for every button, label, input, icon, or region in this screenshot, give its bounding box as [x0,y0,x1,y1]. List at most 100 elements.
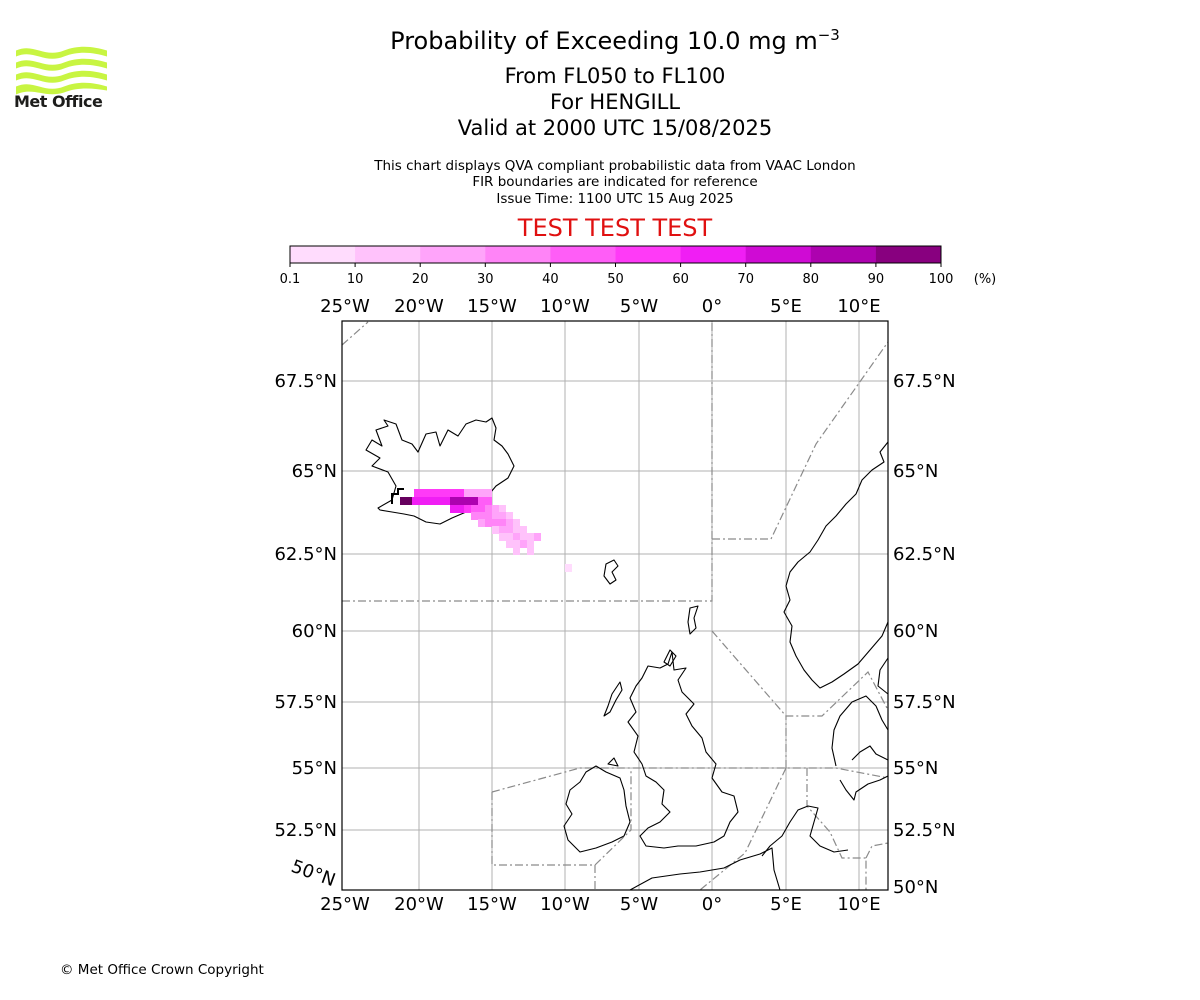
plume-cell [492,512,499,520]
plume-cell [485,519,492,527]
longitude-label: 25°W [320,894,370,915]
plume-cell [419,497,426,505]
longitude-label: 15°W [467,894,517,915]
plume-cell [442,489,449,497]
colorbar-tick-label: 30 [477,272,494,287]
longitude-label: 25°W [320,296,370,317]
map-panel [341,320,889,891]
plume-cell [464,505,471,513]
plume-cell [513,547,520,555]
corner-latitude-label: 50°N [288,856,338,891]
test-banner: TEST TEST TEST [517,214,713,242]
latitude-label: 52.5°N [274,820,337,841]
fir-boundaries [341,321,889,891]
colorbar-segment [485,246,551,263]
plume-cell [450,497,457,505]
plume-cell [527,533,534,541]
plume-cell [426,497,433,505]
plume-cell [457,505,464,513]
latitude-label: 65°N [292,461,337,482]
plume-cell [478,519,485,527]
longitude-label: 5°W [620,296,658,317]
latitude-label: 62.5°N [893,544,956,565]
plume-cell [506,512,513,520]
plume-cell [527,547,534,555]
longitude-label: 20°W [394,296,444,317]
plume-cell [506,519,513,527]
plume-cell [506,533,513,541]
plume-cell [534,533,541,541]
plume-cell [457,497,464,505]
longitude-label: 5°E [770,296,802,317]
latitude-label: 60°N [893,621,938,642]
latitude-label: 57.5°N [274,692,337,713]
longitude-label: 10°E [837,894,880,915]
plume-cell [565,564,572,572]
plume-cell [499,533,506,541]
colorbar-unit: (%) [974,272,997,287]
longitude-label: 10°W [540,296,590,317]
latitude-label: 57.5°N [893,692,956,713]
colorbar-segment [810,246,877,263]
latitude-label: 67.5°N [274,371,337,392]
longitude-label: 20°W [394,894,444,915]
level-range: From FL050 to FL100 [504,64,726,88]
latitude-label: 60°N [292,621,337,642]
plume-cell [433,497,440,505]
plume-cell [435,489,442,497]
plume-cell [421,489,428,497]
plume-cell [513,540,520,548]
colorbar-segment [420,246,486,263]
colorbar-tick-label: 0.1 [280,272,301,287]
colorbar-tick-label: 20 [412,272,429,287]
note-line-2: FIR boundaries are indicated for referen… [472,174,758,190]
plume-cell [412,497,419,505]
plume-cell [506,540,513,548]
plume-cell [464,489,471,497]
longitude-label: 0° [702,296,722,317]
latitude-label: 62.5°N [274,544,337,565]
latitude-label: 67.5°N [893,371,956,392]
colorbar-segment [355,246,421,263]
plume-cell [492,519,499,527]
issue-time: Issue Time: 1100 UTC 15 Aug 2025 [496,191,734,207]
plume-cell [440,497,447,505]
colorbar: 0.1 10 20 30 40 50 60 70 80 90 100 (%) [280,245,997,287]
plume-cell [520,526,527,534]
plume-cell [471,512,478,520]
latitude-labels-left: 67.5°N 65°N 62.5°N 60°N 57.5°N 55°N 52.5°N [274,371,337,841]
plume-cell [471,505,478,513]
longitude-label: 5°E [770,894,802,915]
plume-cell [449,489,456,497]
plume-cell [513,526,520,534]
colorbar-tick-label: 60 [672,272,689,287]
volcano-name: For HENGILL [549,90,681,114]
plume-cell [485,489,492,497]
longitude-label: 10°E [837,296,880,317]
longitude-label: 10°W [540,894,590,915]
chart-title: Probability of Exceeding 10.0 mg m−3 [390,26,840,55]
logo-text: Met Office [14,92,103,111]
colorbar-tick-label: 80 [803,272,820,287]
plume-cell [513,533,520,541]
coastlines [365,417,889,891]
volcano-marker-icon [391,488,404,504]
plume-cell [464,497,471,505]
plume-cell [485,497,492,505]
plume-cell [478,512,485,520]
plume-cell [499,505,506,513]
plume-cell [478,505,485,513]
longitude-label: 0° [702,894,722,915]
colorbar-segment [615,246,682,263]
colorbar-segment [875,246,942,263]
plume-cell [400,497,407,505]
latitude-label: 55°N [292,758,337,779]
colorbar-segment [290,246,356,263]
plume-cell [513,519,520,527]
colorbar-segment [550,246,616,263]
met-office-logo-icon [16,46,107,95]
plume-cell [499,519,506,527]
plume-cell [471,497,478,505]
longitude-label: 15°W [467,296,517,317]
